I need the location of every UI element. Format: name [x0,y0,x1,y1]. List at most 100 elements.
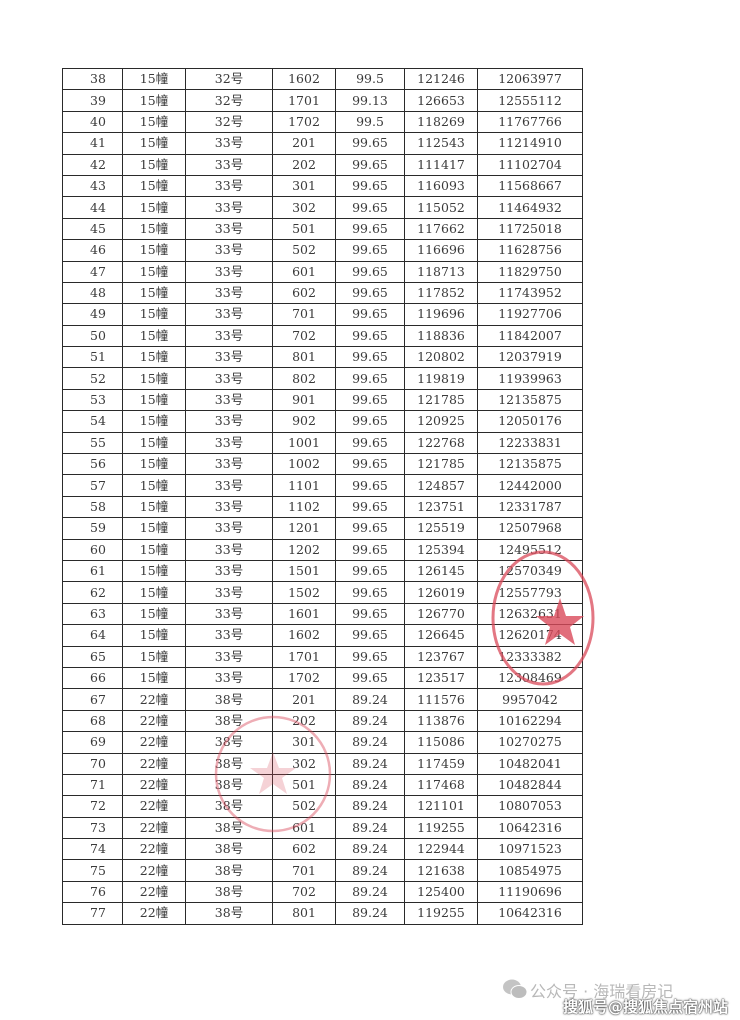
unit-price-cell: 121785 [404,453,478,476]
unit-price-cell: 120925 [404,410,478,433]
unit-cell: 38号 [185,902,273,925]
table-row: 60 15幢 33号 1202 99.65 125394 12495512 [62,538,583,561]
total-price-cell: 11464932 [477,196,583,219]
building-cell: 15幢 [122,346,186,369]
unit-cell: 33号 [185,132,273,155]
table-row: 54 15幢 33号 902 99.65 120925 12050176 [62,410,583,433]
unit-cell: 33号 [185,559,273,583]
total-price-cell: 10482844 [477,773,583,797]
row-number-cell: 58 [62,495,123,519]
building-cell: 15幢 [122,645,186,668]
table-row: 38 15幢 32号 1602 99.5 121246 12063977 [62,67,583,91]
total-price-cell: 12495512 [477,538,583,561]
room-cell: 801 [272,902,336,925]
building-cell: 15幢 [122,367,186,390]
row-number-cell: 63 [62,602,123,626]
total-price-cell: 11190696 [477,880,583,904]
table-row: 62 15幢 33号 1502 99.65 126019 12557793 [62,581,583,604]
table-row: 49 15幢 33号 701 99.65 119696 11927706 [62,303,583,326]
table-row: 68 22幢 38号 202 89.24 113876 10162294 [62,709,583,733]
area-cell: 99.65 [335,153,405,176]
unit-price-cell: 124857 [404,474,478,497]
table-row: 52 15幢 33号 802 99.65 119819 11939963 [62,367,583,390]
room-cell: 1602 [272,624,336,647]
area-cell: 89.24 [335,752,405,775]
unit-price-cell: 119255 [404,902,478,925]
unit-cell: 33号 [185,281,273,305]
room-cell: 702 [272,880,336,904]
building-cell: 22幢 [122,838,186,861]
total-price-cell: 12632631 [477,602,583,626]
area-cell: 99.65 [335,196,405,219]
unit-cell: 33号 [185,666,273,690]
total-price-cell: 12570349 [477,559,583,583]
room-cell: 202 [272,153,336,176]
building-cell: 15幢 [122,538,186,561]
total-price-cell: 11628756 [477,239,583,262]
room-cell: 1202 [272,538,336,561]
room-cell: 801 [272,346,336,369]
table-row: 77 22幢 38号 801 89.24 119255 10642316 [62,902,583,925]
area-cell: 99.5 [335,67,405,91]
unit-price-cell: 126145 [404,559,478,583]
unit-cell: 38号 [185,709,273,733]
room-cell: 701 [272,859,336,882]
area-cell: 99.65 [335,559,405,583]
row-number-cell: 75 [62,859,123,882]
table-row: 58 15幢 33号 1102 99.65 123751 12331787 [62,495,583,519]
unit-cell: 33号 [185,453,273,476]
row-number-cell: 57 [62,474,123,497]
row-number-cell: 46 [62,239,123,262]
building-cell: 22幢 [122,859,186,882]
building-cell: 22幢 [122,752,186,775]
total-price-cell: 10971523 [477,838,583,861]
room-cell: 302 [272,196,336,219]
unit-cell: 33号 [185,388,273,412]
row-number-cell: 49 [62,303,123,326]
building-cell: 15幢 [122,410,186,433]
total-price-cell: 12135875 [477,453,583,476]
area-cell: 89.24 [335,731,405,754]
building-cell: 15幢 [122,260,186,283]
building-cell: 15幢 [122,624,186,647]
unit-price-cell: 123767 [404,645,478,668]
building-cell: 15幢 [122,517,186,540]
unit-cell: 32号 [185,89,273,112]
room-cell: 902 [272,410,336,433]
table-row: 40 15幢 32号 1702 99.5 118269 11767766 [62,110,583,134]
row-number-cell: 43 [62,174,123,198]
area-cell: 89.24 [335,816,405,840]
total-price-cell: 9957042 [477,688,583,711]
total-price-cell: 10854975 [477,859,583,882]
room-cell: 1702 [272,666,336,690]
building-cell: 15幢 [122,453,186,476]
table-row: 46 15幢 33号 502 99.65 116696 11628756 [62,239,583,262]
total-price-cell: 12333382 [477,645,583,668]
unit-cell: 33号 [185,602,273,626]
building-cell: 22幢 [122,709,186,733]
table-row: 39 15幢 32号 1701 99.13 126653 12555112 [62,89,583,112]
area-cell: 99.65 [335,239,405,262]
area-cell: 99.65 [335,624,405,647]
table-row: 57 15幢 33号 1101 99.65 124857 12442000 [62,474,583,497]
row-number-cell: 41 [62,132,123,155]
table-row: 63 15幢 33号 1601 99.65 126770 12632631 [62,602,583,626]
area-cell: 99.65 [335,666,405,690]
table-row: 55 15幢 33号 1001 99.65 122768 12233831 [62,431,583,455]
building-cell: 15幢 [122,196,186,219]
unit-price-cell: 118713 [404,260,478,283]
area-cell: 99.65 [335,517,405,540]
total-price-cell: 10807053 [477,795,583,818]
total-price-cell: 11214910 [477,132,583,155]
room-cell: 1701 [272,89,336,112]
unit-price-cell: 113876 [404,709,478,733]
table-row: 70 22幢 38号 302 89.24 117459 10482041 [62,752,583,775]
area-cell: 99.65 [335,474,405,497]
public-account-watermark: 公众号 · 海瑞看房记 [530,982,674,1001]
building-cell: 15幢 [122,474,186,497]
unit-cell: 33号 [185,303,273,326]
room-cell: 601 [272,260,336,283]
row-number-cell: 42 [62,153,123,176]
building-cell: 22幢 [122,816,186,840]
unit-cell: 32号 [185,67,273,91]
